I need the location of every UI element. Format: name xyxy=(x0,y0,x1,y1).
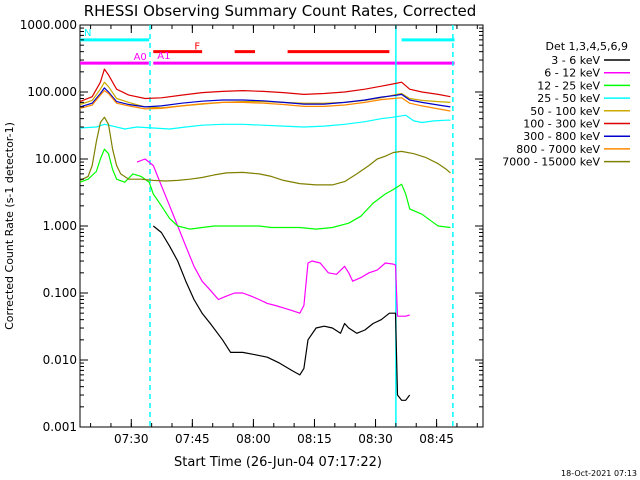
x-tick-label: 08:00 xyxy=(236,432,271,446)
x-axis-label: Start Time (26-Jun-04 07:17:22) xyxy=(174,455,382,470)
y-tick-label: 0.100 xyxy=(43,286,77,300)
footer-timestamp: 18-Oct-2021 07:13 xyxy=(561,469,637,478)
legend-entry-label: 50 - 100 keV xyxy=(530,105,600,118)
y-tick-label: 0.001 xyxy=(43,420,77,434)
y-tick-label: 1000.000 xyxy=(20,18,77,32)
plot-area: N F A0 A1 xyxy=(79,24,484,428)
plot-frame xyxy=(79,24,484,428)
series-line xyxy=(152,225,411,401)
x-axis: 07:30 07:45 08:00 08:15 08:30 08:45 xyxy=(90,25,478,446)
legend-entry-label: 25 - 50 keV xyxy=(537,92,600,105)
x-tick-label: 08:15 xyxy=(297,432,332,446)
y-tick-label: 100.000 xyxy=(27,85,77,99)
series-line xyxy=(136,158,410,317)
y-axis-label: Corrected Count Rate (s-1 detector-1) xyxy=(3,122,16,330)
flag-label: A1 xyxy=(157,51,170,62)
x-tick-label: 08:30 xyxy=(358,432,393,446)
x-tick-label: 07:30 xyxy=(114,432,149,446)
legend-entry-label: 3 - 6 keV xyxy=(551,54,600,67)
flag-label: F xyxy=(194,42,200,53)
y-tick-label: 1.000 xyxy=(43,219,77,233)
series-line xyxy=(79,114,451,130)
series-line xyxy=(79,116,451,186)
legend-entry-label: 300 - 800 keV xyxy=(523,130,600,143)
flag-label: A0 xyxy=(134,52,147,63)
legend-entry-label: 100 - 300 keV xyxy=(523,118,600,131)
series-line xyxy=(79,87,451,108)
series-line xyxy=(79,81,451,109)
flag-lines: N F A0 A1 xyxy=(80,28,455,65)
series-lines xyxy=(79,68,451,401)
x-tick-label: 08:45 xyxy=(419,432,454,446)
y-axis: 1000.000 100.000 10.000 1.000 0.100 0.010 0.00… xyxy=(20,18,483,434)
legend-title: Det 1,3,4,5,6,9 xyxy=(545,40,628,53)
y-tick-label: 10.000 xyxy=(35,152,77,166)
flag-label: N xyxy=(84,28,91,39)
legend-entry-label: 800 - 7000 keV xyxy=(516,143,600,156)
chart-title: RHESSI Observing Summary Count Rates, Co… xyxy=(84,2,477,20)
legend-entry-label: 6 - 12 keV xyxy=(544,67,600,80)
y-tick-label: 0.010 xyxy=(43,353,77,367)
series-line xyxy=(79,89,451,112)
series-line xyxy=(79,68,451,103)
legend-entry-label: 12 - 25 keV xyxy=(537,79,600,92)
series-line xyxy=(79,148,451,230)
x-tick-label: 07:45 xyxy=(175,432,210,446)
legend-entry-label: 7000 - 15000 keV xyxy=(502,156,600,169)
attenuator-lines xyxy=(149,25,454,427)
